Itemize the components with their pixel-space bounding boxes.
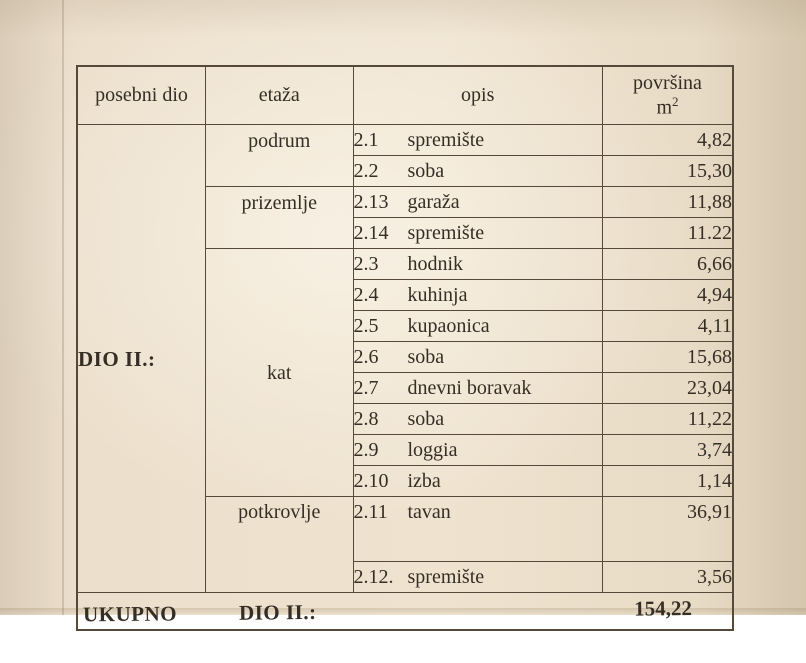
total-row: UKUPNO DIO II.: 154,22 <box>76 590 734 633</box>
opis-cell: 2.2 soba <box>352 155 603 187</box>
row-label: spremište <box>407 566 485 588</box>
total-cell: UKUPNO DIO II.: 154,22 <box>76 590 734 633</box>
header-row: posebni dio etaža opis površina m2 <box>76 65 734 125</box>
row-number: 2.6 <box>353 346 379 368</box>
row-number: 2.2 <box>353 160 379 182</box>
total-spacer <box>317 609 635 612</box>
table-row: potkrovlje 2.11 tavan 36,91 <box>77 496 734 593</box>
table-row: 2.6 soba 15,68 <box>77 341 734 373</box>
area-cell: 4,82 <box>601 124 734 156</box>
total-dio-label: DIO II.: <box>238 599 317 625</box>
row-number: 2.13 <box>353 191 389 213</box>
row-label: hodnik <box>407 253 464 275</box>
header-povrsina-word: površina <box>633 72 702 95</box>
row-number: 2.3 <box>353 253 379 275</box>
row-number: 2.7 <box>353 377 379 399</box>
row-label: spremište <box>407 222 485 244</box>
area-cell: 36,91 <box>601 496 734 562</box>
row-label: kuhinja <box>407 284 468 306</box>
table-row: 2.2 soba 15,30 <box>77 155 734 187</box>
row-number: 2.14 <box>353 222 389 244</box>
row-label: loggia <box>407 439 458 461</box>
header-unit-sup: 2 <box>672 93 679 109</box>
table-row: 2.4 kuhinja 4,94 <box>77 279 734 311</box>
table-header: posebni dio etaža opis površina m2 <box>76 65 734 125</box>
row-label: dnevni boravak <box>407 377 532 399</box>
area-cell: 3,56 <box>601 561 734 593</box>
header-povrsina: površina m2 <box>601 65 734 125</box>
area-cell: 1,14 <box>601 465 734 497</box>
opis-cell: 2.14 spremište <box>352 217 603 249</box>
floor-cell-kat: kat <box>205 248 354 497</box>
row-number: 2.10 <box>353 470 389 492</box>
header-opis: opis <box>352 65 603 125</box>
row-number: 2.1 <box>353 129 379 151</box>
opis-cell: 2.13 garaža <box>352 186 603 218</box>
area-cell: 23,04 <box>601 372 734 404</box>
table-row: 2.12. spremište 3,56 <box>77 561 734 593</box>
area-cell: 15,68 <box>601 341 734 373</box>
area-cell: 15,30 <box>601 155 734 187</box>
opis-cell: 2.11 tavan <box>352 496 603 562</box>
opis-cell: 2.10 izba <box>352 465 603 497</box>
area-cell: 6,66 <box>601 248 734 280</box>
opis-cell: 2.7 dnevni boravak <box>352 372 603 404</box>
row-number: 2.12. <box>353 566 394 588</box>
opis-cell: 2.5 kupaonica <box>352 310 603 342</box>
table-row: 2.10 izba 1,14 <box>77 465 734 497</box>
floor-cell-podrum: podrum <box>205 124 354 187</box>
area-cell: 11,22 <box>601 403 734 435</box>
opis-cell: 2.12. spremište <box>352 561 603 593</box>
row-label: kupaonica <box>407 315 490 337</box>
area-cell: 3,74 <box>601 434 734 466</box>
row-label: soba <box>407 160 445 182</box>
area-table: posebni dio etaža opis površina m2 DIO I… <box>76 65 734 631</box>
floor-cell-prizemlje: prizemlje <box>205 186 354 249</box>
row-number: 2.11 <box>353 501 388 523</box>
row-number: 2.9 <box>353 439 379 461</box>
area-cell: 4,11 <box>601 310 734 342</box>
part-label-cell: DIO II.: <box>76 124 206 593</box>
row-label: soba <box>407 346 445 368</box>
opis-cell: 2.9 loggia <box>352 434 603 466</box>
row-number: 2.8 <box>353 408 379 430</box>
row-label: tavan <box>407 501 451 523</box>
paper-edge-line <box>62 0 64 615</box>
row-label: spremište <box>407 129 485 151</box>
area-cell: 4,94 <box>601 279 734 311</box>
table-row: prizemlje 2.13 garaža 11,88 <box>77 186 734 249</box>
row-number: 2.5 <box>353 315 379 337</box>
header-posebni-dio: posebni dio <box>76 65 206 125</box>
header-unit-m: m <box>656 96 672 119</box>
total-area-value: 154,22 <box>634 595 693 621</box>
row-label: soba <box>407 408 445 430</box>
opis-cell: 2.6 soba <box>352 341 603 373</box>
opis-cell: 2.4 kuhinja <box>352 279 603 311</box>
floor-cell-potkrovlje: potkrovlje <box>205 496 354 593</box>
row-number: 2.4 <box>353 284 379 306</box>
table-row: DIO II.: podrum 2.1 spremište 4,82 <box>76 124 734 593</box>
total-inner: UKUPNO DIO II.: 154,22 <box>78 590 732 633</box>
table-row: 2.14 spremište 11.22 <box>77 217 734 249</box>
opis-cell: 2.8 soba <box>352 403 603 435</box>
table-row: 2.8 soba 11,22 <box>77 403 734 435</box>
opis-cell: 2.3 hodnik <box>352 248 603 280</box>
area-cell: 11.22 <box>601 217 734 249</box>
header-etaza: etaža <box>205 65 354 125</box>
row-label: izba <box>407 470 441 492</box>
area-cell: 11,88 <box>601 186 734 218</box>
opis-cell: 2.1 spremište <box>352 124 603 156</box>
row-label: garaža <box>407 191 460 213</box>
total-ukupno-label: UKUPNO <box>82 601 178 627</box>
